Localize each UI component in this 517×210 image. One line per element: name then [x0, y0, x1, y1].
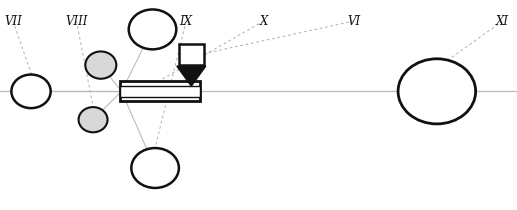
Text: VII: VII — [4, 15, 22, 28]
Ellipse shape — [129, 9, 176, 49]
Text: IX: IX — [179, 15, 193, 28]
Bar — [120, 81, 200, 101]
Text: XI: XI — [496, 15, 509, 28]
Bar — [179, 44, 204, 65]
Text: VIII: VIII — [65, 15, 88, 28]
Polygon shape — [177, 66, 206, 86]
Ellipse shape — [398, 59, 476, 124]
Ellipse shape — [85, 51, 116, 79]
Ellipse shape — [11, 75, 51, 108]
Ellipse shape — [79, 107, 108, 132]
Text: VI: VI — [347, 15, 361, 28]
Text: X: X — [260, 15, 268, 28]
Bar — [120, 86, 200, 97]
Ellipse shape — [131, 148, 179, 188]
